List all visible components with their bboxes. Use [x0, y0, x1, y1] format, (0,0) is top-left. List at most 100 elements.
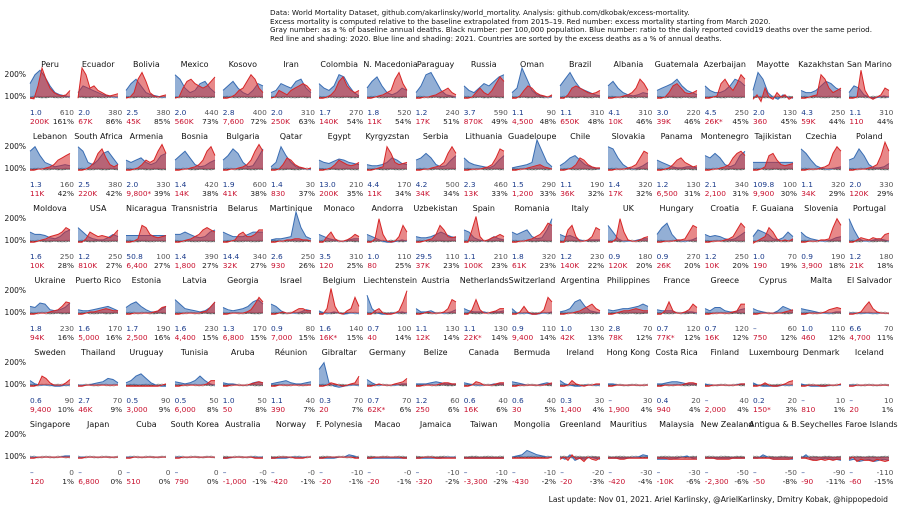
country-name: Iceland [854, 348, 884, 357]
per-100k-value: 30 [305, 180, 315, 189]
country-name: Greenland [559, 420, 601, 429]
series-2020-line [753, 152, 794, 171]
country-sparkline [126, 224, 167, 243]
covid-ratio-value: 3.0 [656, 108, 669, 117]
covid-ratio-value: 2.1 [704, 180, 717, 189]
country-panel: Greece 0.7 120 16K 12% [704, 276, 749, 346]
country-sparkline [752, 454, 794, 460]
country-name: Switzerland [508, 276, 556, 285]
per-100k-value: 290 [541, 180, 556, 189]
percent-annual-value: -6% [734, 477, 749, 486]
country-panel: Iceland – 10 20 1% [849, 348, 893, 418]
percent-annual-value: 46% [635, 117, 653, 126]
excess-deaths-value: 37K [415, 261, 430, 270]
excess-deaths-value: 390 [271, 405, 286, 414]
percent-annual-value: 31% [684, 189, 701, 198]
country-sparkline [222, 296, 264, 315]
series-2020-shading [560, 157, 601, 171]
country-sparkline [752, 71, 794, 103]
country-name: Qatar [279, 132, 303, 141]
per-100k-value: 50 [209, 396, 219, 405]
per-100k-value: 210 [349, 180, 364, 189]
series-2020-line [367, 290, 408, 315]
country-sparkline [608, 146, 649, 171]
series-2020-shading [30, 301, 70, 315]
covid-ratio-value: 0.3 [319, 396, 331, 405]
percent-annual-value: -1% [348, 477, 364, 486]
covid-ratio-value: 1.2 [656, 180, 669, 189]
country-panel: Cyprus – 60 750 12% [752, 276, 797, 346]
covid-ratio-value: – [367, 468, 372, 477]
covid-ratio-value: 0.2 [753, 396, 765, 405]
covid-ratio-value: – [849, 468, 854, 477]
per-100k-value: 30 [594, 396, 605, 405]
per-100k-value: 100 [397, 324, 412, 333]
country-panel: Oman 1.1 90 4,500 48% [511, 60, 556, 130]
country-name: South Africa [74, 132, 123, 141]
percent-annual-value: 12% [828, 333, 846, 342]
excess-deaths-value: 870K [463, 117, 483, 126]
series-2020-line [415, 224, 456, 243]
y-tick-label: 200% [4, 429, 26, 439]
per-100k-value: 250 [300, 252, 315, 261]
covid-ratio-value: – [30, 468, 34, 477]
series-2020-line [271, 308, 311, 315]
country-panel: Germany 0.7 70 62K* 6% [367, 348, 411, 418]
series-2020-line [704, 73, 746, 99]
percent-annual-value: -1% [300, 477, 315, 486]
country-panel: Macao – -0 -20 -1% [367, 420, 411, 490]
series-2020-shading [367, 290, 408, 315]
percent-annual-value: 0% [110, 477, 123, 486]
country-sparkline [607, 218, 649, 243]
series-2020-shading [222, 229, 263, 243]
excess-deaths-value: 100K [463, 261, 483, 270]
series-2020-line [319, 375, 360, 387]
percent-annual-value: 14% [491, 333, 508, 342]
covid-ratio-value: 1.9 [222, 180, 235, 189]
percent-annual-value: 6% [447, 405, 460, 414]
percent-annual-value: -1% [252, 477, 267, 486]
country-name: Spain [472, 204, 495, 213]
excess-deaths-value: 12K [415, 333, 430, 342]
country-panel: Transnistria 1.4 390 1,800 27% [172, 204, 219, 274]
country-sparkline [415, 224, 456, 243]
per-100k-value: -50 [736, 468, 749, 477]
country-panel: Colombia 1.7 270 140K 54% [318, 60, 363, 130]
per-100k-value: 270 [349, 108, 364, 117]
excess-deaths-value: 150* [753, 405, 771, 414]
country-name: Puerto Rico [75, 276, 121, 285]
covid-ratio-value: 2.6 [271, 252, 283, 261]
series-2020-shading [174, 146, 215, 171]
covid-ratio-value: 1.4 [608, 180, 621, 189]
country-panel: Belgium 1.6 140 16K* 15% [318, 276, 363, 346]
country-panel: South Korea – 0 790 0% [171, 420, 219, 490]
excess-deaths-value: 650K [560, 117, 580, 126]
series-2020-shading [849, 233, 890, 243]
per-100k-value: 340 [252, 252, 267, 261]
series-2021-shading [608, 81, 649, 98]
country-panel: Chile 1.1 190 36K 32% [559, 132, 604, 202]
country-sparkline [656, 300, 697, 315]
country-panel: Faroe Islands – -110 -60 -15% [845, 420, 897, 490]
per-100k-value: 100 [782, 180, 797, 189]
series-2020-shading [608, 151, 649, 171]
percent-annual-value: 48% [587, 117, 605, 126]
excess-deaths-value: -90 [801, 477, 814, 486]
country-panel: Lithuania 2.3 460 13K 33% [463, 132, 508, 202]
country-name: Cuba [136, 420, 157, 429]
percent-annual-value: -2% [493, 477, 508, 486]
series-2020-line [222, 229, 263, 243]
percent-annual-value: 3% [785, 405, 797, 414]
country-sparkline [849, 383, 890, 387]
series-2021-shading [753, 382, 793, 387]
historical-year-line [319, 167, 360, 171]
per-100k-value: 120 [734, 324, 749, 333]
series-2021-shading [753, 306, 793, 314]
covid-ratio-value: 2.7 [78, 396, 90, 405]
country-panel: New Zealand – -50 -2,300 -6% [701, 420, 754, 490]
country-sparkline [848, 218, 890, 243]
y-tick-label: 200% [4, 357, 26, 367]
country-sparkline [222, 143, 264, 171]
covid-ratio-value: 1.4 [174, 252, 187, 261]
percent-annual-value: 4% [640, 405, 653, 414]
